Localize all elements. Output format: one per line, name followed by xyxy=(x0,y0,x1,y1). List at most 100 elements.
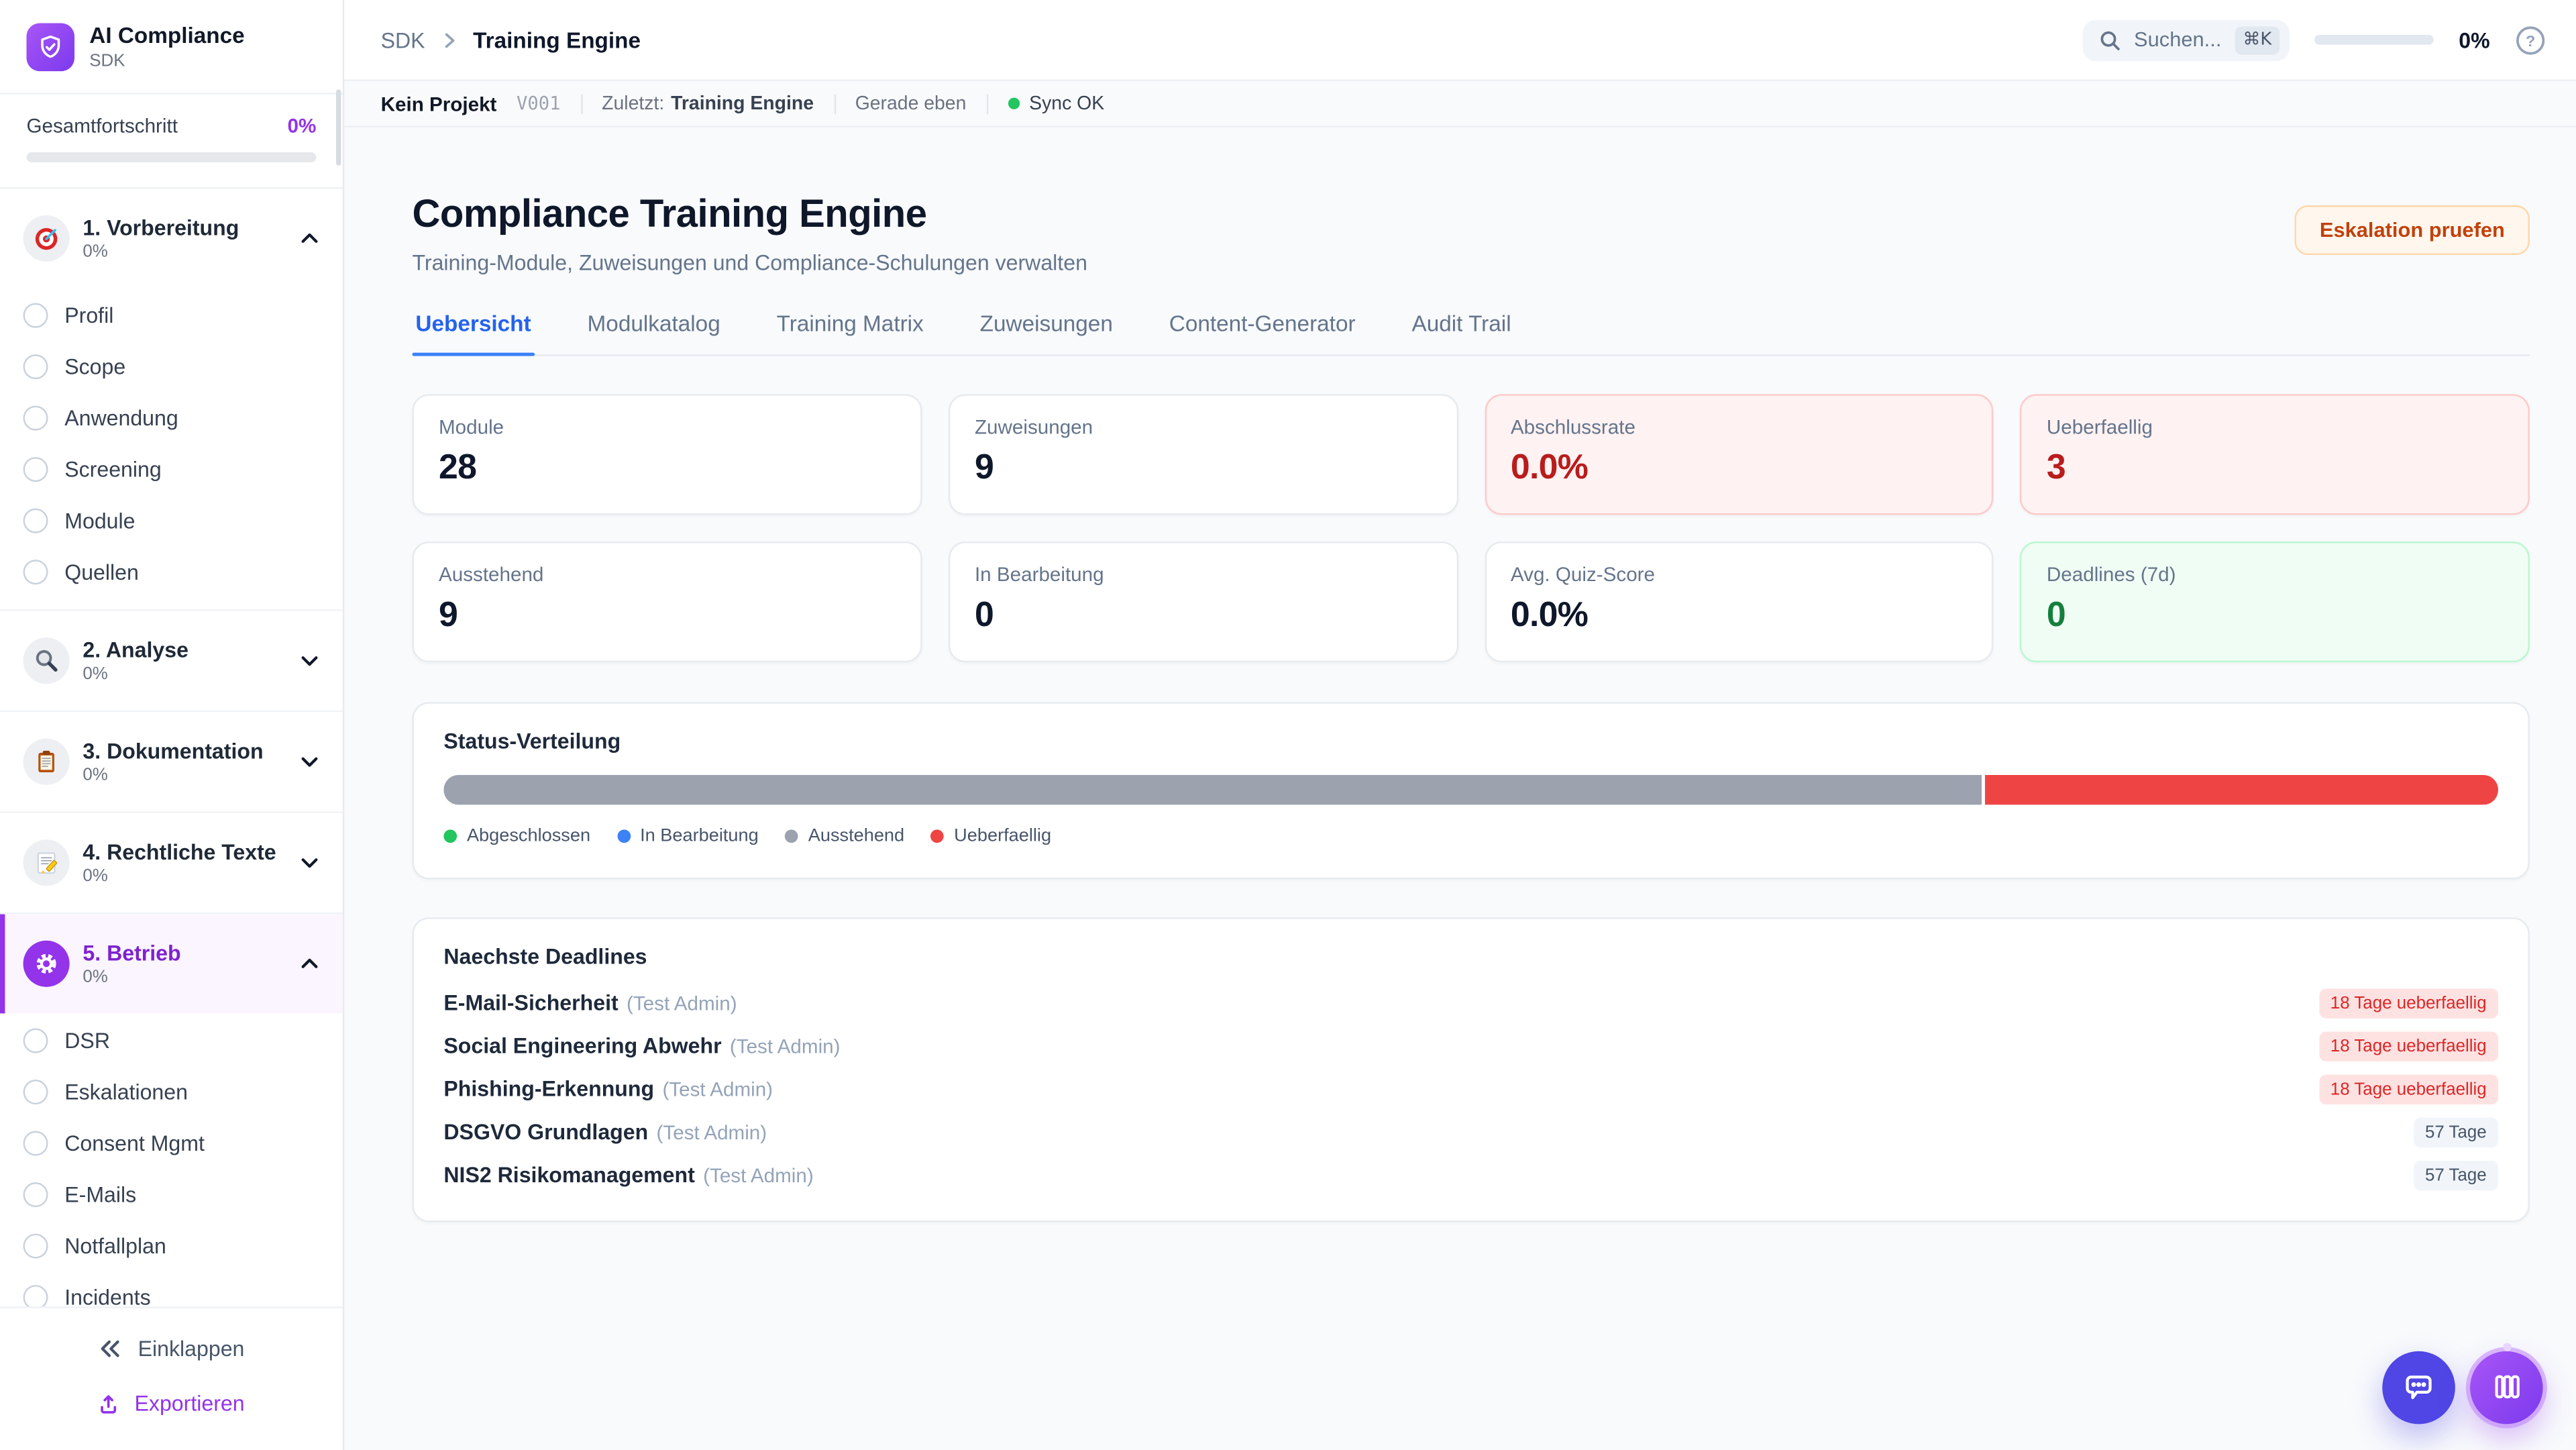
legend-dot-icon xyxy=(443,829,458,843)
check-escalation-button[interactable]: Eskalation pruefen xyxy=(2294,205,2530,256)
stat-label: Module xyxy=(438,415,504,439)
deadline-module: Social Engineering Abwehr (Test Admin) xyxy=(443,1031,840,1061)
tab-zuweisungen[interactable]: Zuweisungen xyxy=(979,311,1113,336)
clipboard-icon xyxy=(23,738,70,785)
divider xyxy=(986,93,988,114)
deadlines-title: Naechste Deadlines xyxy=(443,943,647,969)
section-title: 3. Dokumentation xyxy=(83,737,264,763)
collapse-label: Einklappen xyxy=(138,1335,245,1361)
sidebar-scrollbar[interactable] xyxy=(335,89,341,166)
section-progress: 0% xyxy=(83,967,108,988)
help-button[interactable]: ? xyxy=(2515,24,2546,56)
sync-status: Sync OK xyxy=(1008,93,1104,113)
sidebar-section-header-3-dokumentation[interactable]: 3. Dokumentation 0% xyxy=(0,712,343,811)
export-button[interactable]: Exportieren xyxy=(0,1379,343,1427)
tab-bar: Uebersicht Modulkatalog Training Matrix Zuw… xyxy=(412,311,2530,356)
sidebar-section-header-4-rechtliche-texte[interactable]: 4. Rechtliche Texte 0% xyxy=(0,813,343,913)
project-name: Kein Projekt xyxy=(380,91,497,115)
stat-label: Abschlussrate xyxy=(1510,415,1635,439)
tab-training-matrix[interactable]: Training Matrix xyxy=(776,311,924,336)
sidebar-section-header-1-vorbereitung[interactable]: 1. Vorbereitung 0% xyxy=(0,189,343,288)
section-progress: 0% xyxy=(83,242,108,262)
app-subtitle: SDK xyxy=(89,50,125,71)
sidebar-item-eskalationen[interactable]: Eskalationen xyxy=(0,1066,343,1118)
sidebar-item-dsr[interactable]: DSR xyxy=(0,1015,343,1067)
legend-ausstehend: Ausstehend xyxy=(785,826,904,846)
deadline-row: Phishing-Erkennung (Test Admin) 18 Tage ue… xyxy=(443,1074,2499,1105)
sidebar-item-consent-mgmt[interactable]: Consent Mgmt xyxy=(0,1118,343,1170)
sidebar-item-label: Notfallplan xyxy=(64,1233,166,1259)
divider xyxy=(580,93,582,114)
deadline-module: E-Mail-Sicherheit (Test Admin) xyxy=(443,988,737,1018)
status-strip: Kein Projekt V001 Zuletzt: Training Engi… xyxy=(344,81,2576,128)
collapse-sidebar-button[interactable]: Einklappen xyxy=(0,1324,343,1372)
deadline-badge: 57 Tage xyxy=(2413,1117,2499,1148)
sidebar-item-notfallplan[interactable]: Notfallplan xyxy=(0,1221,343,1272)
chat-fab-button[interactable] xyxy=(2382,1350,2455,1424)
status-distribution-panel: Status-Verteilung Abgeschlossen In Bearbe… xyxy=(412,702,2530,880)
stat-value: 0.0% xyxy=(1510,596,1589,635)
sidebar-item-module[interactable]: Module xyxy=(0,495,343,547)
sidebar-item-label: Module xyxy=(64,508,136,533)
status-circle-icon xyxy=(23,1233,48,1259)
sidebar-section-header-5-betrieb[interactable]: 5. Betrieb 0% xyxy=(0,914,343,1014)
status-circle-icon xyxy=(23,1285,48,1306)
breadcrumb-sdk[interactable]: SDK xyxy=(380,27,425,52)
last-module: Zuletzt: Training Engine xyxy=(602,93,814,114)
stat-label: Ueberfaellig xyxy=(2046,415,2153,439)
sidebar-item-label: Consent Mgmt xyxy=(64,1131,205,1156)
stat-label: Ausstehend xyxy=(438,563,544,586)
sidebar-item-scope[interactable]: Scope xyxy=(0,341,343,393)
header-progress-value: 0% xyxy=(2459,27,2490,52)
stat-value: 0 xyxy=(974,596,994,635)
deadline-module-name: DSGVO Grundlagen xyxy=(443,1119,649,1145)
sidebar-item-e-mails[interactable]: E-Mails xyxy=(0,1169,343,1221)
page-head-text: Compliance Training Engine Training-Modu… xyxy=(412,192,1087,274)
status-segment-ueberfaellig xyxy=(1985,774,2499,805)
section-text: 5. Betrieb 0% xyxy=(83,940,286,988)
sidebar-item-screening[interactable]: Screening xyxy=(0,444,343,495)
tab-audit-trail[interactable]: Audit Trail xyxy=(1411,311,1511,336)
floating-buttons xyxy=(2382,1342,2543,1424)
section-title: 1. Vorbereitung xyxy=(83,215,239,240)
stat-card-ausstehend: Ausstehend 9 xyxy=(412,541,922,663)
status-stacked-bar xyxy=(443,774,2499,805)
search-icon xyxy=(2099,29,2121,50)
search-shortcut-badge: ⌘K xyxy=(2235,25,2280,54)
deadline-row: Social Engineering Abwehr (Test Admin) 18 … xyxy=(443,1031,2499,1061)
overall-progress-value: 0% xyxy=(287,114,317,138)
sidebar-footer: Einklappen Exportieren xyxy=(0,1305,343,1450)
sidebar-item-incidents[interactable]: Incidents xyxy=(0,1272,343,1306)
chevron-up-icon xyxy=(300,953,320,974)
topbar: SDK Training Engine Suchen... ⌘K xyxy=(344,0,2576,81)
stat-label: Zuweisungen xyxy=(974,415,1093,439)
stat-card-ueberfaellig: Ueberfaellig 3 xyxy=(2020,394,2530,515)
stat-card-in-bearbeitung: In Bearbeitung 0 xyxy=(948,541,1458,663)
sidebar-item-quellen[interactable]: Quellen xyxy=(0,546,343,598)
section-items: Profil Scope Anwendung Screening Module Quell… xyxy=(0,288,343,609)
deadline-row: DSGVO Grundlagen (Test Admin) 57 Tage xyxy=(443,1117,2499,1148)
legend-label: In Bearbeitung xyxy=(640,826,759,847)
tab-content-generator[interactable]: Content-Generator xyxy=(1169,311,1356,336)
sidebar-item-label: Screening xyxy=(64,457,162,482)
sidebar-item-profil[interactable]: Profil xyxy=(0,290,343,342)
status-circle-icon xyxy=(23,1080,48,1105)
search-button[interactable]: Suchen... ⌘K xyxy=(2082,19,2290,61)
sidebar-item-anwendung[interactable]: Anwendung xyxy=(0,393,343,444)
svg-text:?: ? xyxy=(2526,32,2535,49)
deadline-assignee: (Test Admin) xyxy=(729,1035,841,1058)
tab-modulkatalog[interactable]: Modulkatalog xyxy=(587,311,720,336)
legend-label: Ueberfaellig xyxy=(954,826,1052,847)
deadline-module-name: E-Mail-Sicherheit xyxy=(443,990,619,1015)
deadline-assignee: (Test Admin) xyxy=(656,1121,767,1145)
stat-card-zuweisungen: Zuweisungen 9 xyxy=(948,394,1458,515)
sync-ok-dot-icon xyxy=(1008,97,1020,109)
sidebar-section-header-2-analyse[interactable]: 2. Analyse 0% xyxy=(0,611,343,711)
section-progress: 0% xyxy=(83,664,108,684)
tab-uebersicht[interactable]: Uebersicht xyxy=(412,311,535,356)
deadline-rows: E-Mail-Sicherheit (Test Admin) 18 Tage ueb… xyxy=(443,988,2499,1191)
stat-card-deadlines-7d: Deadlines (7d) 0 xyxy=(2020,541,2530,663)
deadline-module-name: Social Engineering Abwehr xyxy=(443,1033,722,1058)
board-fab-button[interactable] xyxy=(2470,1342,2543,1424)
